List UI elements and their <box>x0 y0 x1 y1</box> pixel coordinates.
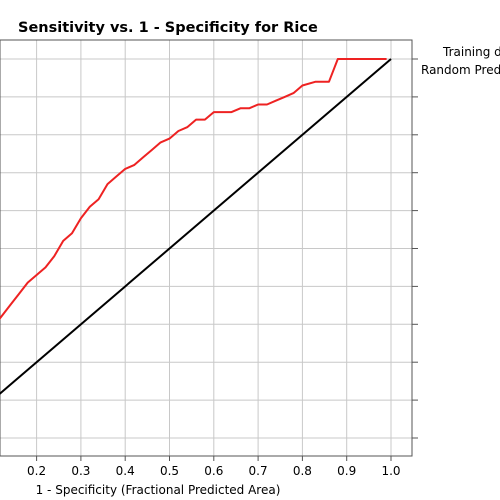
x-tick-label: 0.4 <box>116 464 135 478</box>
legend-random-label: Random Pred <box>421 63 500 77</box>
x-axis-ticks: 0.2 0.3 0.4 0.5 0.6 0.7 0.8 0.9 1.0 <box>27 456 401 478</box>
series-random-line <box>0 58 392 395</box>
x-tick-label: 1.0 <box>381 464 400 478</box>
x-tick-label: 0.3 <box>71 464 90 478</box>
x-tick-label: 0.6 <box>204 464 223 478</box>
x-tick-label: 0.7 <box>249 464 268 478</box>
series-group <box>0 58 392 395</box>
y-axis-ticks <box>412 58 418 439</box>
x-tick-label: 0.5 <box>160 464 179 478</box>
x-tick-label: 0.8 <box>293 464 312 478</box>
chart-title: Sensitivity vs. 1 - Specificity for Rice <box>18 20 318 36</box>
grid-lines <box>0 40 412 456</box>
x-axis-label: 1 - Specificity (Fractional Predicted Ar… <box>36 483 281 497</box>
series-training-line <box>0 58 387 320</box>
x-tick-label: 0.9 <box>337 464 356 478</box>
legend-training-label: Training d <box>442 45 500 59</box>
x-tick-label: 0.2 <box>27 464 46 478</box>
